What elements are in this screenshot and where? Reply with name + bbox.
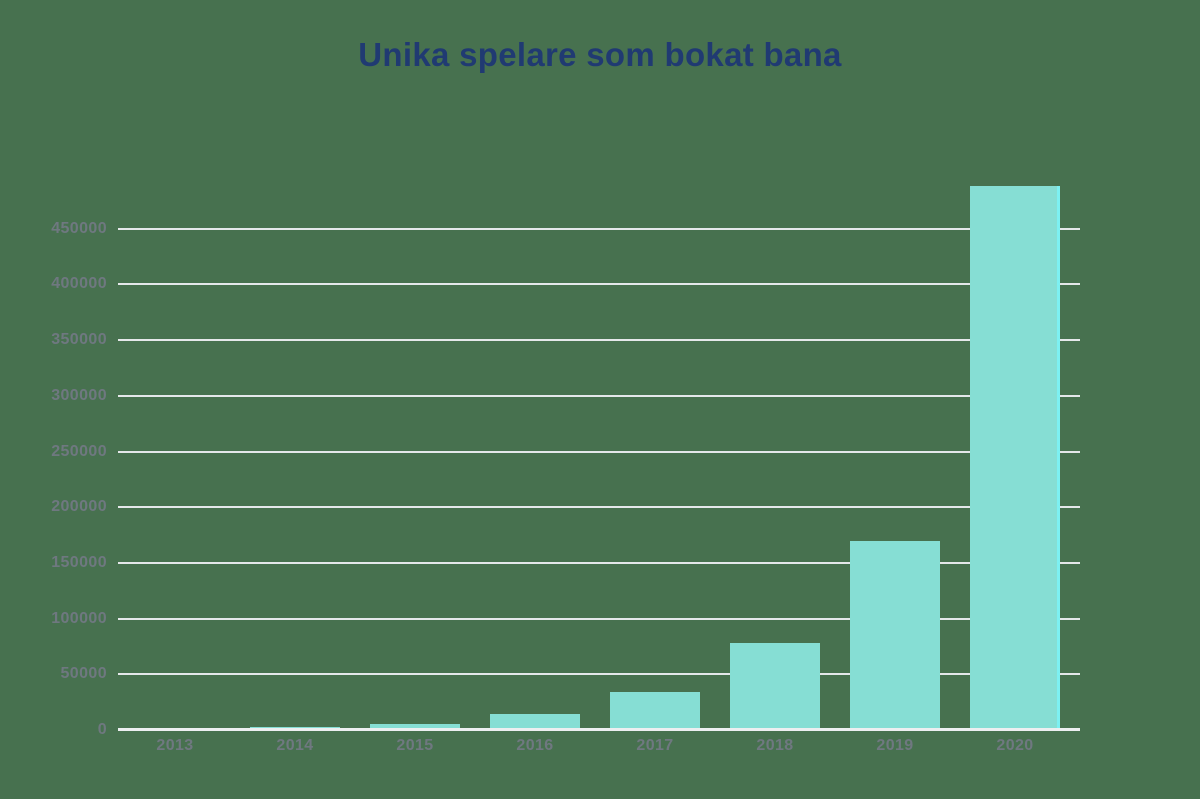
y-tick-label-200000: 200000 [51, 498, 107, 516]
y-tick-label-350000: 350000 [51, 331, 107, 349]
x-tick-label-2020: 2020 [996, 737, 1034, 754]
gridline-200000 [118, 506, 1080, 509]
x-tick-label-2018: 2018 [756, 737, 794, 754]
x-axis-line [118, 728, 1080, 731]
y-tick-label-100000: 100000 [51, 609, 107, 627]
y-tick-label-300000: 300000 [51, 386, 107, 404]
x-tick-label-2017: 2017 [636, 737, 674, 754]
bar-2018 [730, 643, 820, 730]
bar-2020 [970, 186, 1060, 730]
y-tick-label-250000: 250000 [51, 442, 107, 460]
gridline-450000 [118, 227, 1080, 230]
bar-2016 [490, 714, 580, 730]
gridline-300000 [118, 394, 1080, 397]
y-tick-label-150000: 150000 [51, 553, 107, 571]
y-tick-label-400000: 400000 [51, 275, 107, 293]
gridline-100000 [118, 617, 1080, 620]
x-tick-label-2019: 2019 [876, 737, 914, 754]
y-tick-label-0: 0 [97, 721, 107, 738]
bar-2019 [850, 541, 940, 730]
bar-2017 [610, 692, 700, 730]
gridline-250000 [118, 450, 1080, 453]
gridline-150000 [118, 561, 1080, 564]
y-tick-label-450000: 450000 [51, 219, 107, 237]
chart-title: Unika spelare som bokat bana [358, 36, 842, 73]
gridline-400000 [118, 283, 1080, 286]
x-tick-label-2016: 2016 [516, 737, 554, 754]
x-tick-label-2013: 2013 [156, 737, 194, 754]
y-tick-label-50000: 50000 [60, 665, 107, 683]
gridline-50000 [118, 673, 1080, 676]
x-tick-label-2014: 2014 [276, 737, 314, 754]
gridline-350000 [118, 339, 1080, 342]
bar-2015 [370, 724, 460, 730]
x-tick-label-2015: 2015 [396, 737, 434, 754]
